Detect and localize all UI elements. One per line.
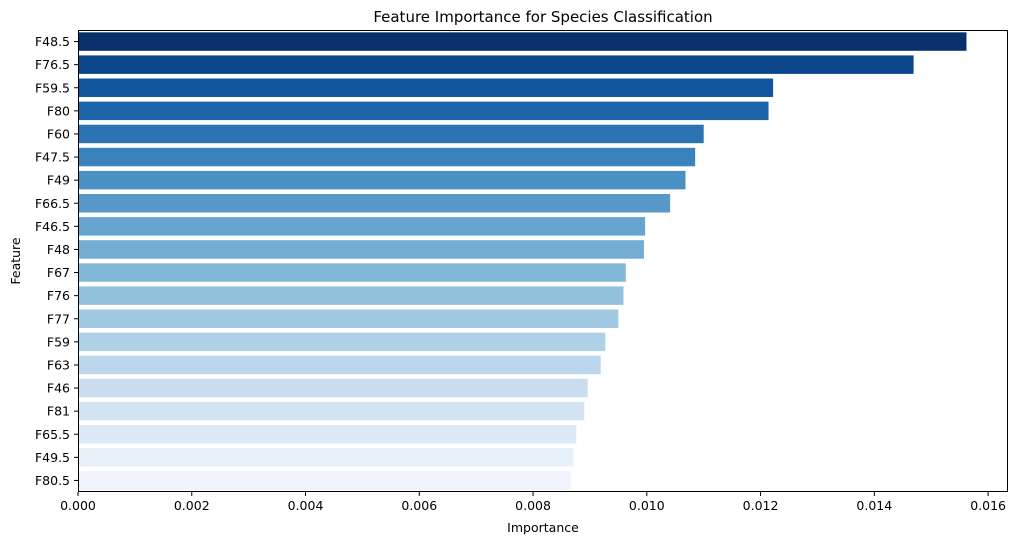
y-tick-label: F48.5 — [35, 34, 70, 49]
plot-frame — [78, 30, 1008, 492]
bar-F81 — [78, 401, 585, 421]
y-tick-label: F59 — [47, 334, 70, 349]
x-tick-label: 0.012 — [743, 498, 779, 513]
x-tick-label: 0.006 — [401, 498, 437, 513]
y-tick-label: F66.5 — [35, 196, 70, 211]
x-tick-label: 0.004 — [288, 498, 324, 513]
y-axis-title: Feature — [8, 237, 23, 285]
bar-F48 — [78, 240, 644, 259]
bar-F59 — [78, 332, 606, 352]
y-tick-label: F76 — [47, 288, 70, 303]
bar-F80.5 — [78, 471, 571, 490]
bar-F80 — [78, 101, 769, 121]
y-tick-label: F80.5 — [35, 473, 70, 488]
y-tick-label: F60 — [47, 126, 70, 141]
x-tick-label: 0.002 — [174, 498, 210, 513]
bar-F46.5 — [78, 217, 646, 236]
bar-F49.5 — [78, 448, 574, 467]
y-tick-label: F59.5 — [35, 80, 70, 95]
bar-F66.5 — [78, 194, 671, 213]
bar-F65.5 — [78, 425, 577, 444]
bar-F60 — [78, 124, 704, 144]
bar-F49 — [78, 170, 686, 190]
x-axis-ticks: 0.000 0.002 0.004 0.006 0.008 0.010 0.012 0.014… — [60, 492, 1006, 513]
bar-F77 — [78, 309, 619, 328]
chart-title: Feature Importance for Species Classific… — [373, 8, 712, 26]
x-tick-label: 0.000 — [60, 498, 96, 513]
y-tick-label: F67 — [47, 265, 70, 280]
bar-F59.5 — [78, 78, 774, 97]
bar-F47.5 — [78, 147, 696, 167]
y-tick-label: F77 — [47, 311, 70, 326]
y-tick-label: F76.5 — [35, 57, 70, 72]
bar-F48.5 — [78, 32, 967, 51]
y-tick-label: F63 — [47, 357, 70, 372]
bar-F63 — [78, 355, 601, 375]
y-tick-label: F65.5 — [35, 427, 70, 442]
y-tick-label: F48 — [47, 242, 70, 257]
x-axis-title: Importance — [507, 520, 579, 535]
bar-F46 — [78, 378, 588, 398]
y-tick-label: F80 — [47, 103, 70, 118]
x-tick-label: 0.014 — [856, 498, 892, 513]
y-tick-label: F49.5 — [35, 450, 70, 465]
x-tick-label: 0.010 — [629, 498, 665, 513]
bar-F76 — [78, 286, 624, 305]
y-tick-label: F47.5 — [35, 150, 70, 165]
bar-F67 — [78, 263, 626, 282]
bar-F76.5 — [78, 55, 914, 74]
x-tick-label: 0.008 — [515, 498, 551, 513]
x-tick-label: 0.016 — [970, 498, 1006, 513]
y-tick-label: F46 — [47, 381, 70, 396]
y-tick-label: F49 — [47, 173, 70, 188]
bars-group — [78, 32, 967, 490]
y-tick-label: F81 — [47, 404, 70, 419]
y-axis-ticks: F48.5 F76.5 F59.5 F80 F60 F47.5 F49 F66.5 F46.5 F… — [35, 34, 78, 488]
y-tick-label: F46.5 — [35, 219, 70, 234]
